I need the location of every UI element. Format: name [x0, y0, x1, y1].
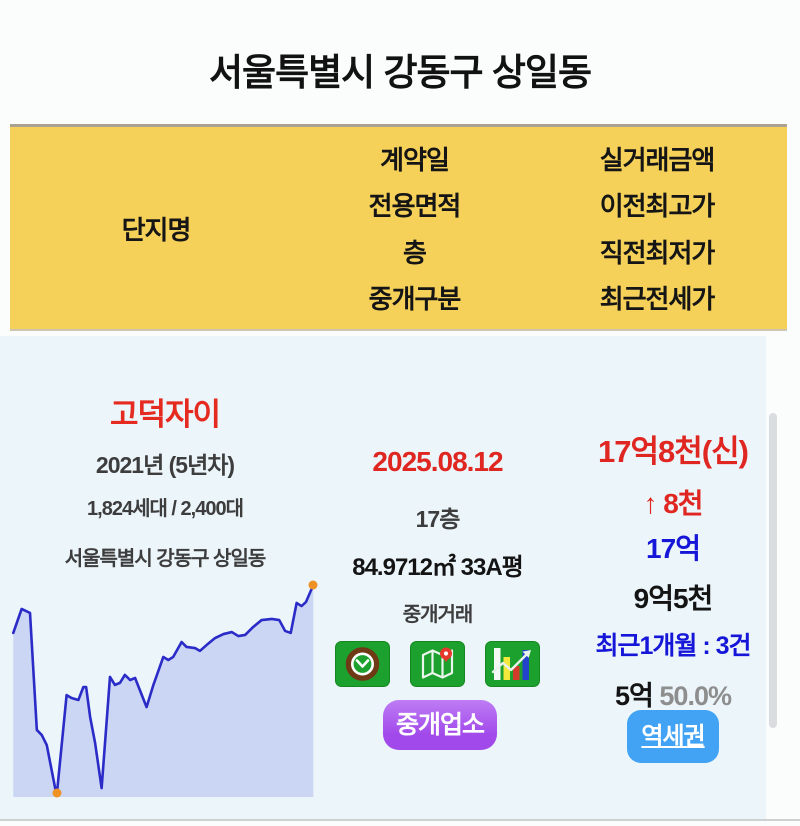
address: 서울특별시 강동구 상일동 [64, 548, 267, 570]
header-contract-date-label: 계약일 [380, 144, 450, 175]
built-year: 2021년 (5년차) [95, 452, 235, 478]
jeonse-line: 5억 50.0% [580, 674, 766, 713]
price-line [13, 585, 313, 796]
previous-high-price: 17억 [646, 533, 701, 564]
broker-office-button[interactable]: 중개업소 [383, 700, 497, 750]
price-area [13, 584, 314, 797]
previous-low-price: 9억5천 [633, 583, 714, 614]
card-bottom-divider [0, 819, 800, 821]
listing-complex-column: 고덕자이 2021년 (5년차) 1,824세대 / 2,400대 서울특별시 … [0, 336, 330, 820]
header-floor-label: 층 [403, 237, 427, 268]
listing-table-header: 단지명 계약일 전용면적 층 중개구분 실거래금액 이전최고가 직전최저가 최근… [10, 124, 787, 331]
listing-row[interactable]: 고덕자이 2021년 (5년차) 1,824세대 / 2,400대 서울특별시 … [0, 336, 766, 820]
clock-icon[interactable] [335, 641, 390, 687]
header-complex-label: 단지명 [121, 214, 192, 245]
page-title: 서울특별시 강동구 상일동 [209, 52, 592, 93]
jeonse-ratio: 50.0% [659, 681, 732, 711]
floor: 17층 [415, 506, 461, 532]
vertical-scrollbar-thumb[interactable] [769, 413, 777, 728]
listing-price-column: 17억8천(신) ↑ 8천 17억 9억5천 최근1개월 : 3건 5억 50.… [580, 336, 766, 820]
complex-name: 고덕자이 [109, 397, 221, 432]
households-parking: 1,824세대 / 2,400대 [87, 498, 244, 520]
price-change: ↑ 8천 [643, 488, 703, 519]
header-prev-high-label: 이전최고가 [599, 191, 716, 222]
contract-date: 2025.08.12 [372, 446, 503, 477]
transaction-price: 17억8천(신) [598, 434, 749, 469]
bar-chart-trend-icon[interactable] [485, 641, 540, 687]
jeonse-price: 5억 [615, 681, 654, 711]
price-chart [8, 575, 318, 797]
deal-type: 중개거래 [402, 604, 474, 626]
exclusive-area: 84.9712㎡ 33A평 [352, 554, 524, 581]
header-price-label: 실거래금액 [599, 144, 716, 175]
header-prev-low-label: 직전최저가 [599, 237, 716, 268]
listing-deal-column: 2025.08.12 17층 84.9712㎡ 33A평 중개거래 [320, 336, 555, 820]
action-icon-row [335, 641, 540, 687]
header-area-label: 전용면적 [368, 191, 462, 222]
map-pin-icon[interactable] [410, 641, 465, 687]
header-deal-type-label: 중개구분 [368, 284, 462, 315]
chart-marker-dot [308, 580, 318, 590]
chart-marker-dot [52, 788, 62, 798]
recent-deal-count: 최근1개월 : 3건 [595, 632, 751, 660]
header-jeonse-label: 최근전세가 [599, 284, 716, 315]
price-chart-svg [8, 575, 318, 797]
station-area-button[interactable]: 역세권 [627, 710, 719, 763]
